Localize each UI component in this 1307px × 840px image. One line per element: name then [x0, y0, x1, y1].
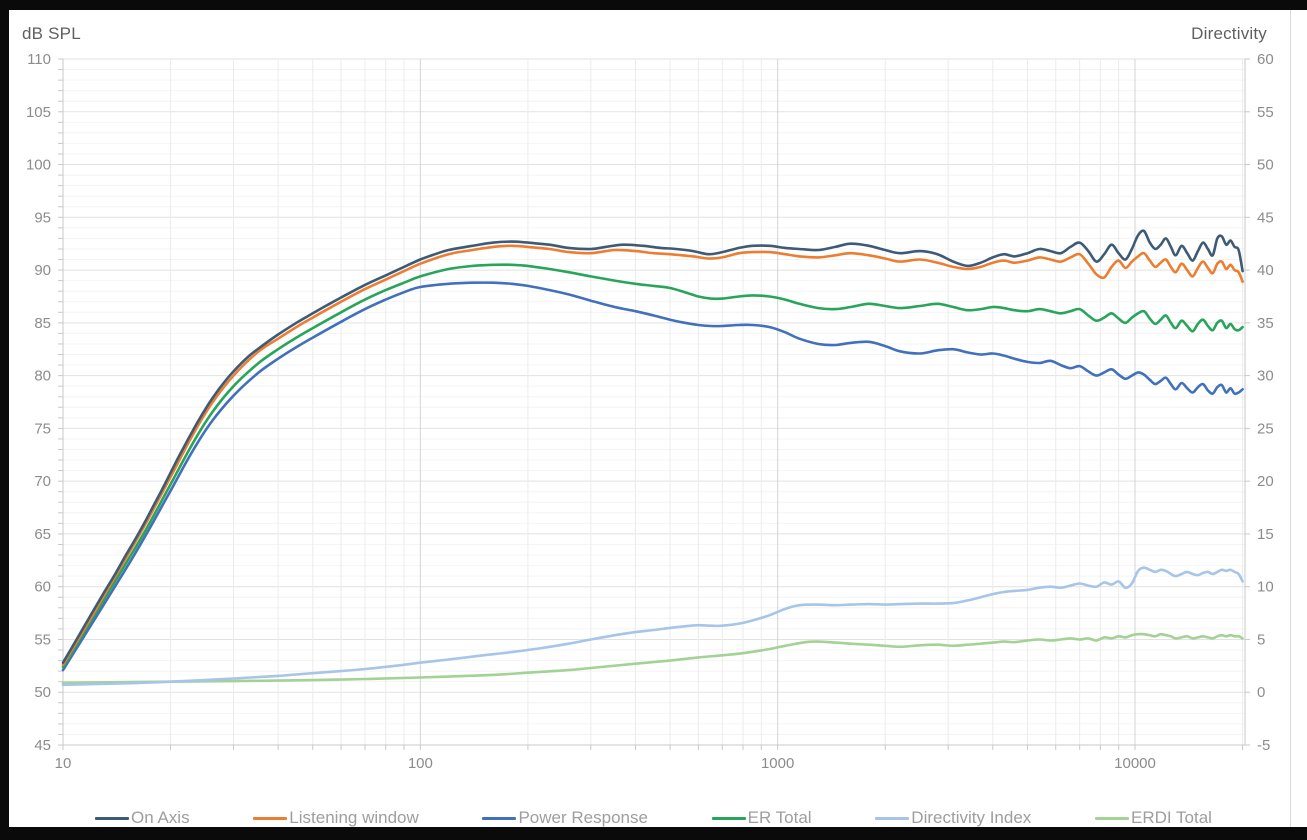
left-axis-tick-label: 70	[34, 473, 51, 490]
series-line-erdi-total	[61, 632, 1244, 684]
left-axis-tick-label: 85	[34, 315, 51, 332]
left-axis-tick-label: 65	[34, 526, 51, 543]
series-line-er-total	[61, 263, 1244, 669]
left-axis-tick-label: 90	[34, 262, 51, 279]
legend-item-er-total: ER Total	[711, 808, 812, 828]
legend-label: Power Response	[518, 808, 648, 827]
left-axis-title: dB SPL	[22, 24, 81, 43]
panel-right-border	[1290, 10, 1291, 827]
legend-swatch	[711, 816, 746, 820]
legend-label: Directivity Index	[911, 808, 1032, 827]
right-axis-tick-label: 25	[1257, 420, 1274, 437]
right-axis-title: Directivity	[1191, 24, 1267, 43]
left-axis-tick-label: 50	[34, 684, 51, 701]
left-axis-tick-label: 80	[34, 368, 51, 385]
series-line-power-response	[61, 281, 1244, 672]
legend-item-erdi-total: ERDI Total	[1094, 808, 1212, 828]
series-line-directivity-index	[61, 566, 1244, 687]
right-axis-tick-label: 10	[1257, 579, 1274, 596]
right-axis-tick-label: 15	[1257, 526, 1274, 543]
legend-swatch	[482, 816, 517, 820]
right-axis-tick-label: 40	[1257, 262, 1274, 279]
x-axis-tick-label: 10000	[1114, 755, 1156, 772]
right-axis-tick-label: 45	[1257, 209, 1274, 226]
left-axis-tick-label: 100	[26, 157, 51, 174]
right-axis-tick-label: 30	[1257, 368, 1274, 385]
legend-swatch	[1094, 816, 1129, 820]
right-axis-tick-label: 20	[1257, 473, 1274, 490]
chart-panel: dB SPL Directivity 45 -5 50 0 55 5 60 10 65 15 70 2…	[9, 10, 1307, 827]
right-axis-tick-label: 60	[1257, 51, 1274, 68]
left-axis-tick-label: 45	[34, 737, 51, 754]
left-axis-tick-label: 60	[34, 579, 51, 596]
left-axis-tick-label: 105	[26, 104, 51, 121]
right-axis-tick-label: 0	[1257, 684, 1265, 701]
series-line-listening-window	[61, 244, 1244, 667]
right-axis-tick-label: 35	[1257, 315, 1274, 332]
legend-item-power-response: Power Response	[482, 808, 648, 828]
legend-item-listening-window: Listening window	[253, 808, 419, 828]
legend-swatch	[875, 816, 910, 820]
legend-item-directivity-index: Directivity Index	[875, 808, 1031, 828]
left-axis-tick-label: 75	[34, 420, 51, 437]
legend-label: Listening window	[289, 808, 419, 827]
right-axis-tick-label: 5	[1257, 631, 1265, 648]
right-axis-tick-label: 55	[1257, 104, 1274, 121]
left-axis-tick-label: 110	[27, 51, 51, 68]
legend-label: On Axis	[131, 808, 190, 827]
legend-label: ERDI Total	[1130, 808, 1212, 827]
legend: On Axis Listening window Power Response ER …	[95, 805, 1212, 831]
left-axis-tick-label: 95	[34, 209, 51, 226]
left-axis-tick-label: 55	[34, 631, 51, 648]
legend-item-on-axis: On Axis	[95, 808, 190, 828]
legend-label: ER Total	[747, 808, 812, 827]
right-axis-tick-label: 50	[1257, 157, 1274, 174]
legend-swatch	[253, 816, 288, 820]
x-axis-tick-label: 10	[55, 755, 72, 772]
series-line-on-axis	[61, 229, 1244, 664]
x-axis-tick-label: 100	[408, 755, 433, 772]
x-axis-tick-label: 1000	[761, 755, 794, 772]
right-axis-tick-label: -5	[1257, 737, 1270, 754]
legend-swatch	[95, 816, 129, 820]
